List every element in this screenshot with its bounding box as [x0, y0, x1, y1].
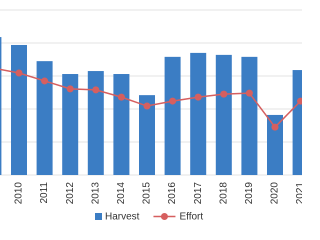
line-marker: [297, 97, 302, 105]
line-marker: [66, 85, 74, 93]
legend-label: Harvest: [105, 212, 140, 223]
chart: 2010 2011 2012 2013 2014 2015 2016 2017 2018 2019…: [0, 9, 302, 223]
line-marker: [92, 86, 100, 94]
x-tick-label: 2012: [65, 182, 76, 205]
bar: [292, 70, 302, 175]
line-marker: [271, 123, 279, 131]
bar: [87, 71, 104, 175]
line-marker: [169, 97, 177, 105]
x-tick-label: 2016: [167, 182, 178, 205]
x-tick-label: 2013: [90, 182, 101, 205]
line-marker: [117, 93, 125, 101]
line-marker: [41, 77, 49, 85]
bar: [113, 74, 130, 175]
x-tick-label: 2018: [218, 182, 229, 205]
line-marker: [15, 69, 23, 77]
bar: [139, 95, 155, 175]
bar: [62, 74, 79, 175]
x-tick-label: 2020: [270, 182, 281, 205]
x-tick-label: 2019: [244, 182, 255, 205]
bar: [241, 56, 258, 175]
legend-swatch: [160, 213, 168, 220]
x-tick-label: 2011: [39, 182, 50, 204]
bar: [0, 37, 2, 176]
line-marker: [194, 93, 202, 101]
x-tick-label: 2014: [116, 182, 127, 205]
bar: [267, 114, 283, 175]
line-marker: [245, 89, 253, 97]
line-marker: [220, 90, 228, 98]
bar: [164, 56, 181, 175]
x-tick-label: 2017: [193, 182, 204, 205]
bar: [36, 61, 53, 175]
x-tick-label: 2010: [14, 182, 25, 205]
legend-swatch: [95, 213, 102, 220]
bar: [215, 54, 232, 175]
bar: [190, 52, 207, 175]
x-tick-label: 2015: [142, 182, 153, 205]
legend-label: Effort: [179, 212, 203, 223]
x-tick-label: 2021: [295, 182, 302, 205]
line-marker: [143, 102, 151, 110]
bar: [11, 44, 27, 176]
